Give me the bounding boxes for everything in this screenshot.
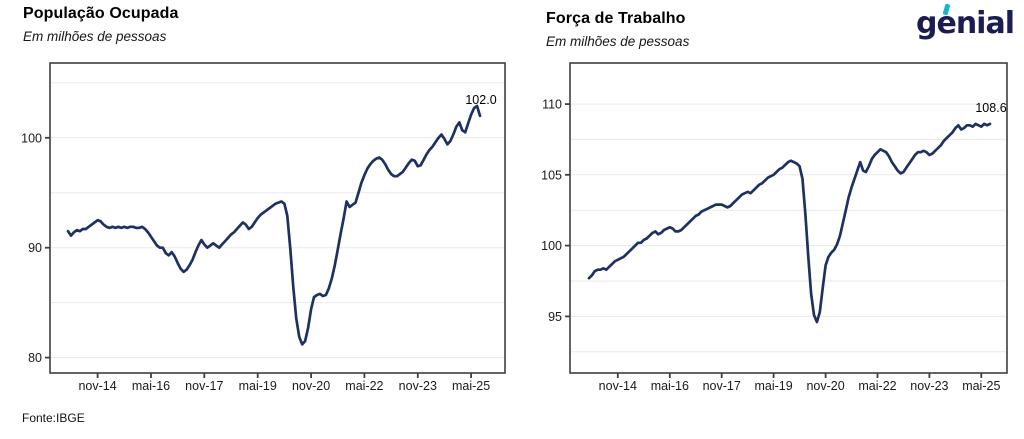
chart-title-forca-de-trabalho: Força de Trabalho [546, 10, 686, 27]
plot-populacao-ocupada: 80 90 100 nov-14 mai-16 nov-17 mai-19 nov-20 mai… [21, 62, 506, 393]
y-axis-tick-label: 110 [542, 98, 562, 112]
x-axis-tick-label: mai-16 [132, 379, 170, 393]
x-axis-tick-label: mai-19 [754, 379, 792, 393]
source-note: Fonte:IBGE [22, 411, 85, 425]
logo-text: genial [916, 6, 1015, 41]
end-value-label: 102.0 [465, 93, 496, 107]
end-value-label: 108.6 [975, 101, 1006, 115]
series-line-populacao-ocupada [66, 104, 482, 346]
chart-header-forca-de-trabalho: Força de Trabalho Em milhões de pessoas [546, 10, 689, 49]
x-axis-tick-label: nov-14 [78, 379, 116, 393]
x-axis-tick-label: nov-17 [185, 379, 223, 393]
genial-logo: genial [916, 2, 1015, 48]
x-axis-tick-label: mai-22 [345, 379, 383, 393]
plot-border [569, 62, 1008, 374]
plot-forca-de-trabalho: 95 100 105 110 nov-14 mai-16 nov-17 mai-19 nov-2… [541, 62, 1008, 393]
chart-header-populacao-ocupada: População Ocupada Em milhões de pessoas [23, 5, 179, 44]
x-axis-tick-label: nov-17 [703, 379, 741, 393]
y-axis-tick-label: 95 [548, 310, 562, 324]
series-line-forca-de-trabalho [587, 122, 992, 324]
x-axis-tick-label: mai-19 [239, 379, 277, 393]
x-axis-tick-label: nov-14 [599, 379, 637, 393]
x-axis-tick-label: mai-16 [651, 379, 689, 393]
y-axis-tick-label: 100 [21, 131, 42, 145]
y-axis-tick-label: 80 [28, 351, 42, 365]
chart-title-populacao-ocupada: População Ocupada [23, 5, 179, 22]
x-axis-tick-label: nov-20 [292, 379, 330, 393]
x-axis-tick-label: mai-22 [858, 379, 896, 393]
y-axis-tick-label: 105 [541, 168, 562, 182]
y-axis-tick-label: 100 [541, 239, 562, 253]
chart-subtitle-populacao-ocupada: Em milhões de pessoas [23, 29, 167, 44]
x-axis-tick-label: mai-25 [452, 379, 490, 393]
x-axis-tick-label: mai-25 [962, 379, 1000, 393]
x-axis-tick-label: nov-23 [399, 379, 437, 393]
x-axis-tick-label: nov-23 [910, 379, 948, 393]
chart-subtitle-forca-de-trabalho: Em milhões de pessoas [546, 34, 690, 49]
x-axis-tick-label: nov-20 [806, 379, 844, 393]
y-axis-tick-label: 90 [28, 241, 42, 255]
plot-border [49, 62, 506, 374]
